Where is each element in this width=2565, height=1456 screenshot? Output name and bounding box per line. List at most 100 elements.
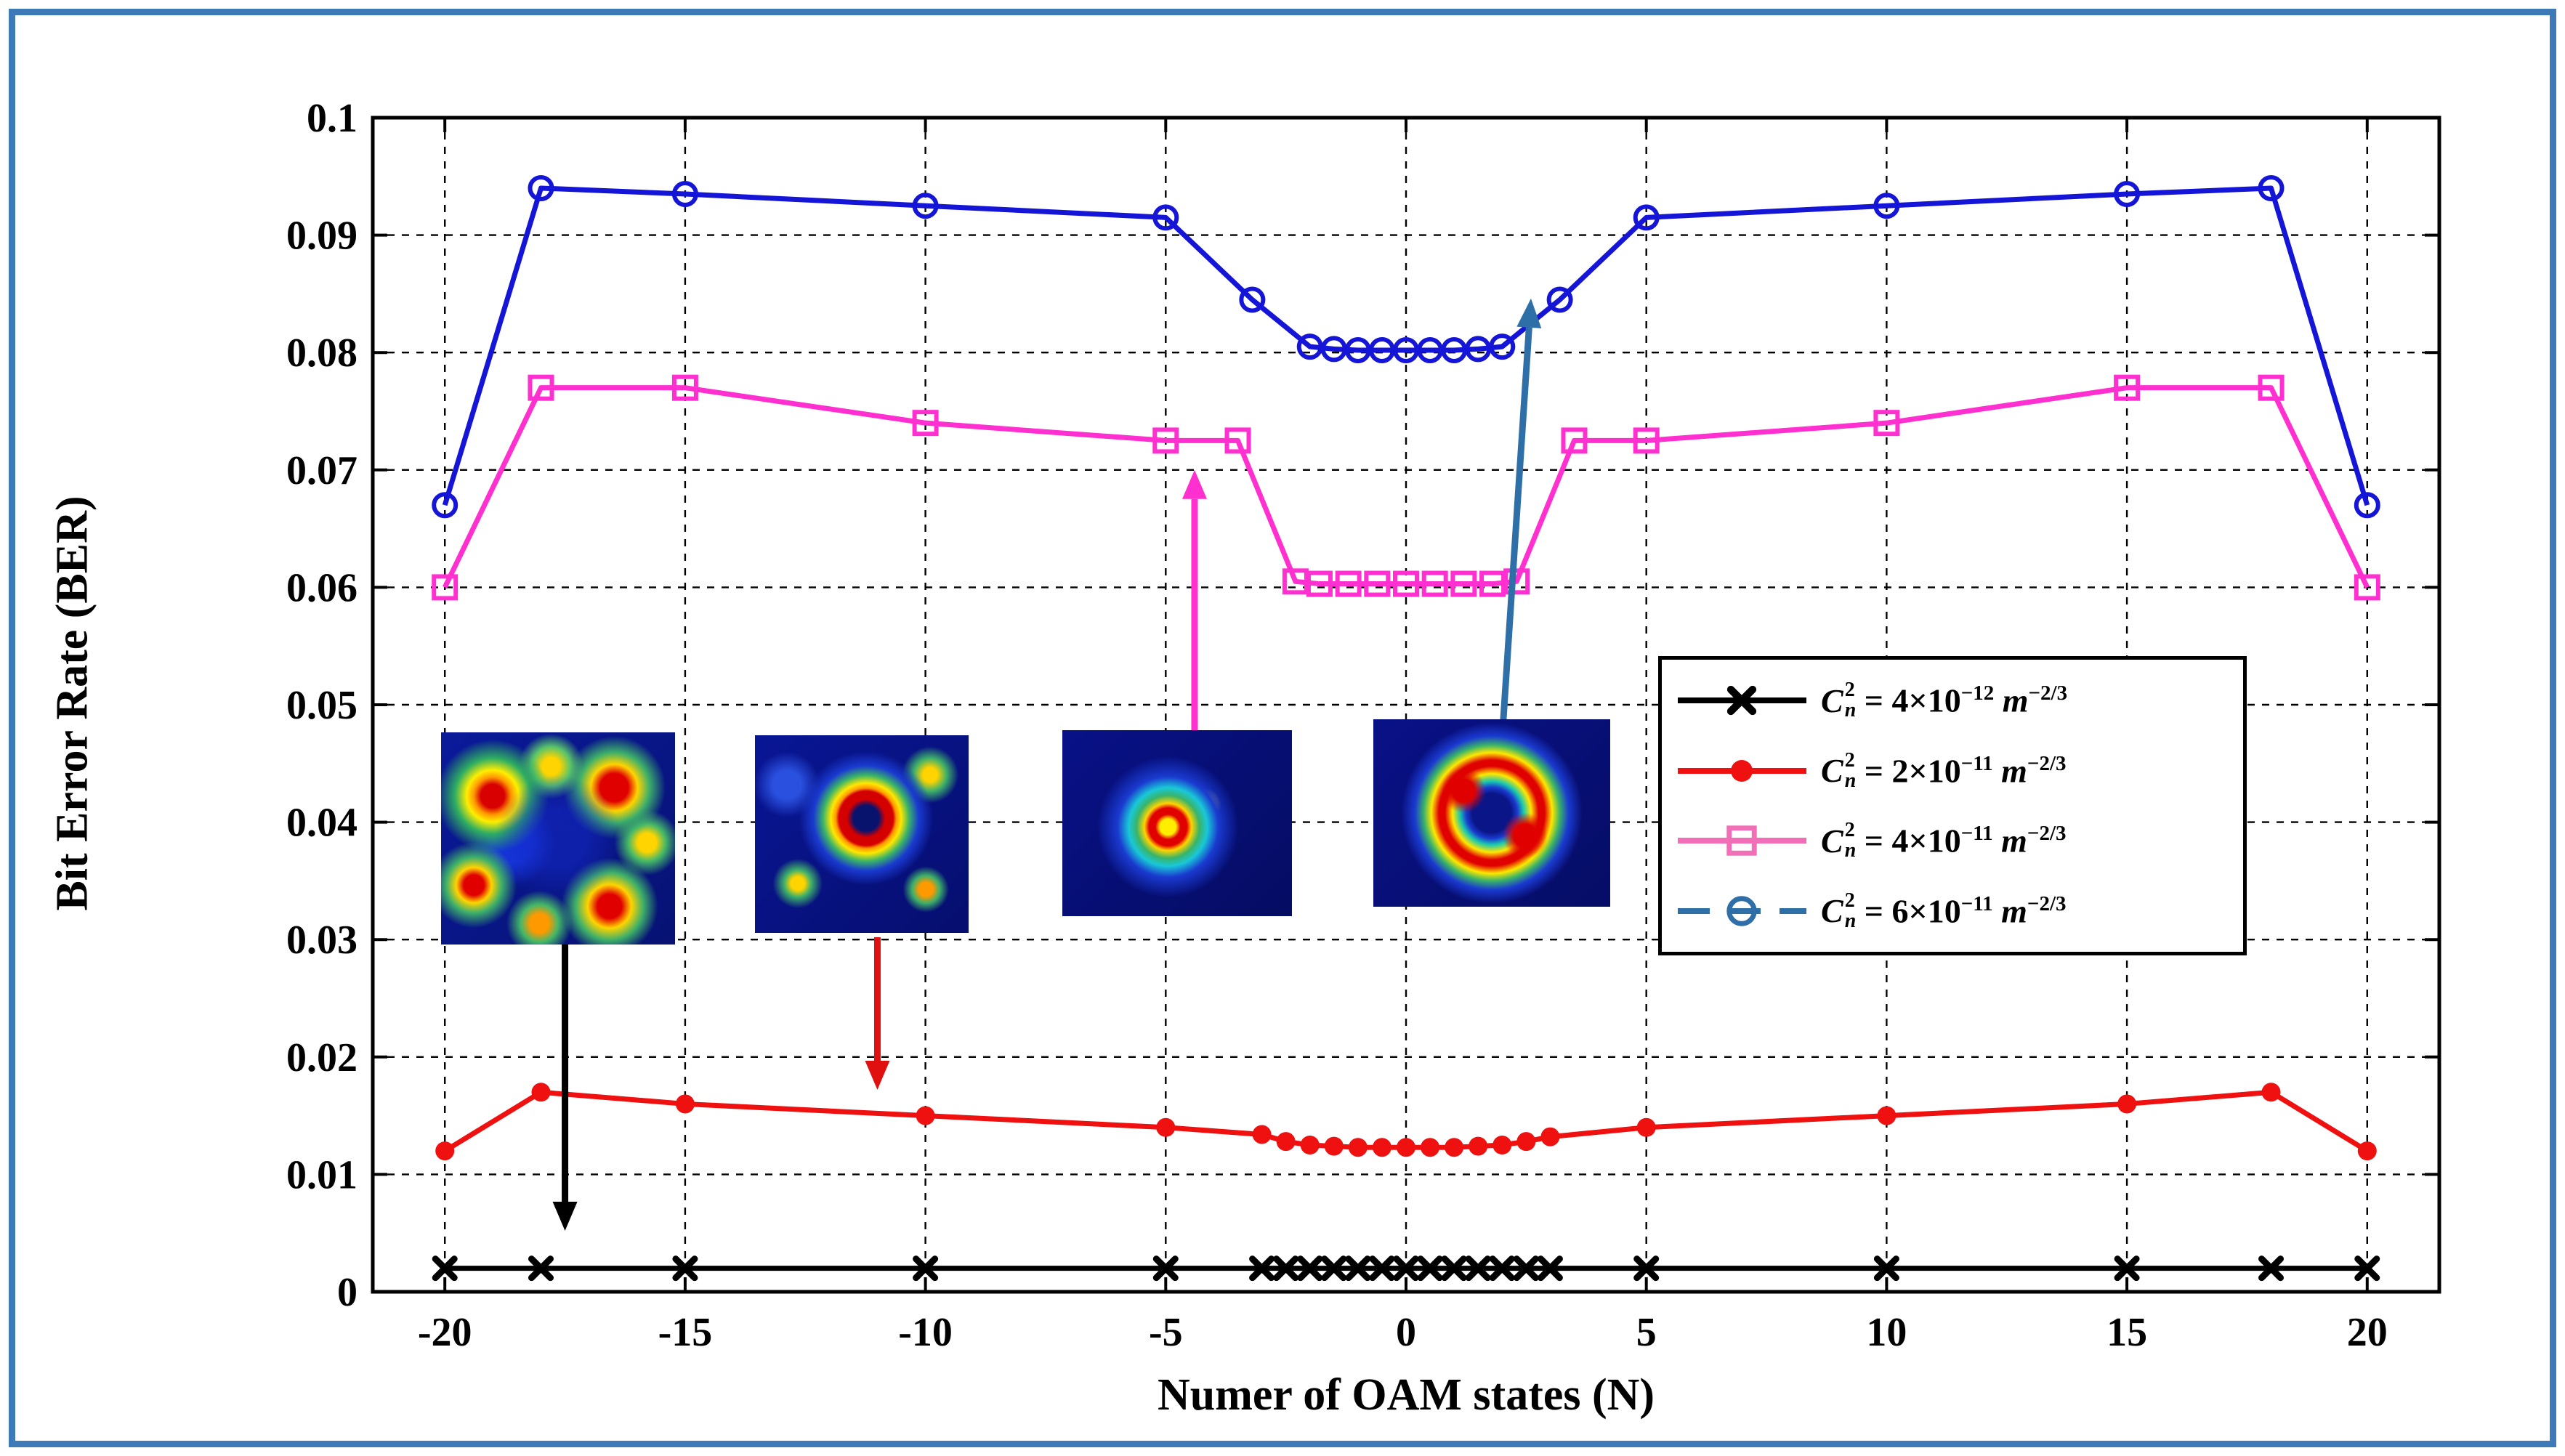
marker-square-open (528, 374, 554, 401)
marker-circle-open (528, 174, 554, 201)
marker-circle-filled (435, 1141, 455, 1161)
marker-square-open (432, 574, 459, 601)
marker-x (528, 1255, 554, 1282)
marker-x (1873, 1255, 1899, 1282)
marker-circle-open (2114, 181, 2141, 208)
marker-circle-open (1726, 896, 1757, 926)
marker-circle-filled (1156, 1117, 1176, 1137)
x-tick-label: 20 (2347, 1310, 2388, 1355)
marker-square-open (1450, 570, 1477, 597)
x-tick-label: -20 (418, 1310, 472, 1355)
marker-x (432, 1255, 458, 1282)
x-tick-label: -5 (1149, 1310, 1183, 1355)
marker-circle-open (1633, 204, 1660, 231)
series-line-2 (443, 385, 2370, 589)
figure-border (9, 9, 2556, 1447)
marker-circle-filled (2357, 1141, 2377, 1161)
y-tick-label: 0.02 (286, 1035, 358, 1080)
y-tick-label: 0.09 (286, 214, 358, 259)
x-tick-label: 0 (1396, 1310, 1416, 1355)
marker-square-open (1726, 825, 1757, 856)
marker-circle-open (2354, 492, 2380, 519)
marker-x (672, 1255, 698, 1282)
marker-circle-filled (531, 1083, 551, 1102)
marker-square-open (1393, 570, 1419, 597)
legend-sample-2 (1678, 825, 1806, 856)
marker-circle-filled (1445, 1138, 1464, 1157)
x-tick-label: 15 (2106, 1310, 2147, 1355)
marker-x (2258, 1255, 2285, 1282)
marker-circle-open (432, 492, 459, 519)
marker-square-open (1503, 568, 1530, 595)
marker-x (1321, 1255, 1347, 1282)
marker-circle-filled (1300, 1136, 1320, 1154)
arrow-to-magenta-series-head (1181, 469, 1207, 499)
arrow-to-red-series-head (865, 1061, 890, 1091)
marker-circle-filled (1276, 1132, 1296, 1152)
marker-square-open (912, 410, 939, 437)
marker-circle-filled (1516, 1132, 1536, 1152)
marker-x (1726, 686, 1757, 716)
marker-x (913, 1255, 939, 1282)
marker-circle-filled (2261, 1083, 2281, 1102)
marker-x (1297, 1255, 1323, 1282)
x-tick-label: -10 (898, 1310, 953, 1355)
marker-square-open (1633, 427, 1660, 454)
marker-square-open (1335, 570, 1362, 597)
marker-x (1152, 1255, 1179, 1282)
intensity-inset-moderate-turbulence (755, 735, 969, 933)
marker-x (1417, 1255, 1443, 1282)
marker-circle-open (671, 181, 698, 208)
marker-square-open (1306, 570, 1333, 597)
marker-circle-open (1489, 333, 1516, 360)
marker-circle-filled (1252, 1125, 1272, 1144)
marker-circle-open (2258, 174, 2285, 201)
marker-circle-filled (1492, 1136, 1512, 1154)
marker-x (1513, 1255, 1539, 1282)
marker-x (1369, 1255, 1395, 1282)
arrow-to-blue-series (1498, 327, 1532, 738)
marker-circle-open (1465, 336, 1492, 363)
marker-circle-open (912, 193, 939, 219)
marker-circle-open (1546, 286, 1573, 313)
marker-circle-filled (1540, 1127, 1560, 1146)
marker-square-open (1364, 570, 1391, 597)
y-tick-label: 0.08 (286, 331, 358, 376)
marker-square-open (671, 374, 698, 401)
marker-x (1249, 1255, 1275, 1282)
marker-x (1489, 1255, 1515, 1282)
x-tick-label: 5 (1636, 1310, 1657, 1355)
marker-x (1465, 1255, 1491, 1282)
marker-x (2114, 1255, 2140, 1282)
marker-circle-filled (2117, 1094, 2137, 1114)
marker-circle-filled (675, 1094, 695, 1114)
marker-circle-filled (1372, 1138, 1391, 1157)
x-axis-label: Numer of OAM states (N) (1157, 1370, 1655, 1420)
marker-x (2354, 1255, 2380, 1282)
marker-circle-open (1873, 193, 1900, 219)
marker-circle-filled (1877, 1106, 1897, 1125)
marker-circle-open (1296, 333, 1323, 360)
marker-x (1393, 1255, 1419, 1282)
y-tick-label: 0.04 (286, 801, 358, 846)
arrow-to-blue-series-head (1516, 298, 1542, 328)
marker-circle-filled (1636, 1117, 1656, 1137)
marker-circle-filled (1731, 759, 1753, 782)
marker-square-open (1421, 570, 1448, 597)
x-tick-label: -15 (658, 1310, 713, 1355)
legend-sample-1 (1678, 759, 1806, 782)
marker-square-open (2114, 374, 2141, 401)
intensity-inset-clean-vortex (1373, 719, 1610, 907)
y-tick-label: 0.05 (286, 683, 358, 728)
marker-x (1537, 1255, 1563, 1282)
marker-x (1345, 1255, 1371, 1282)
y-tick-label: 0.1 (307, 96, 358, 141)
